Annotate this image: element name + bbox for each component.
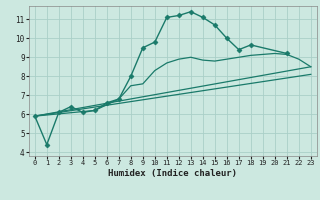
X-axis label: Humidex (Indice chaleur): Humidex (Indice chaleur) <box>108 169 237 178</box>
